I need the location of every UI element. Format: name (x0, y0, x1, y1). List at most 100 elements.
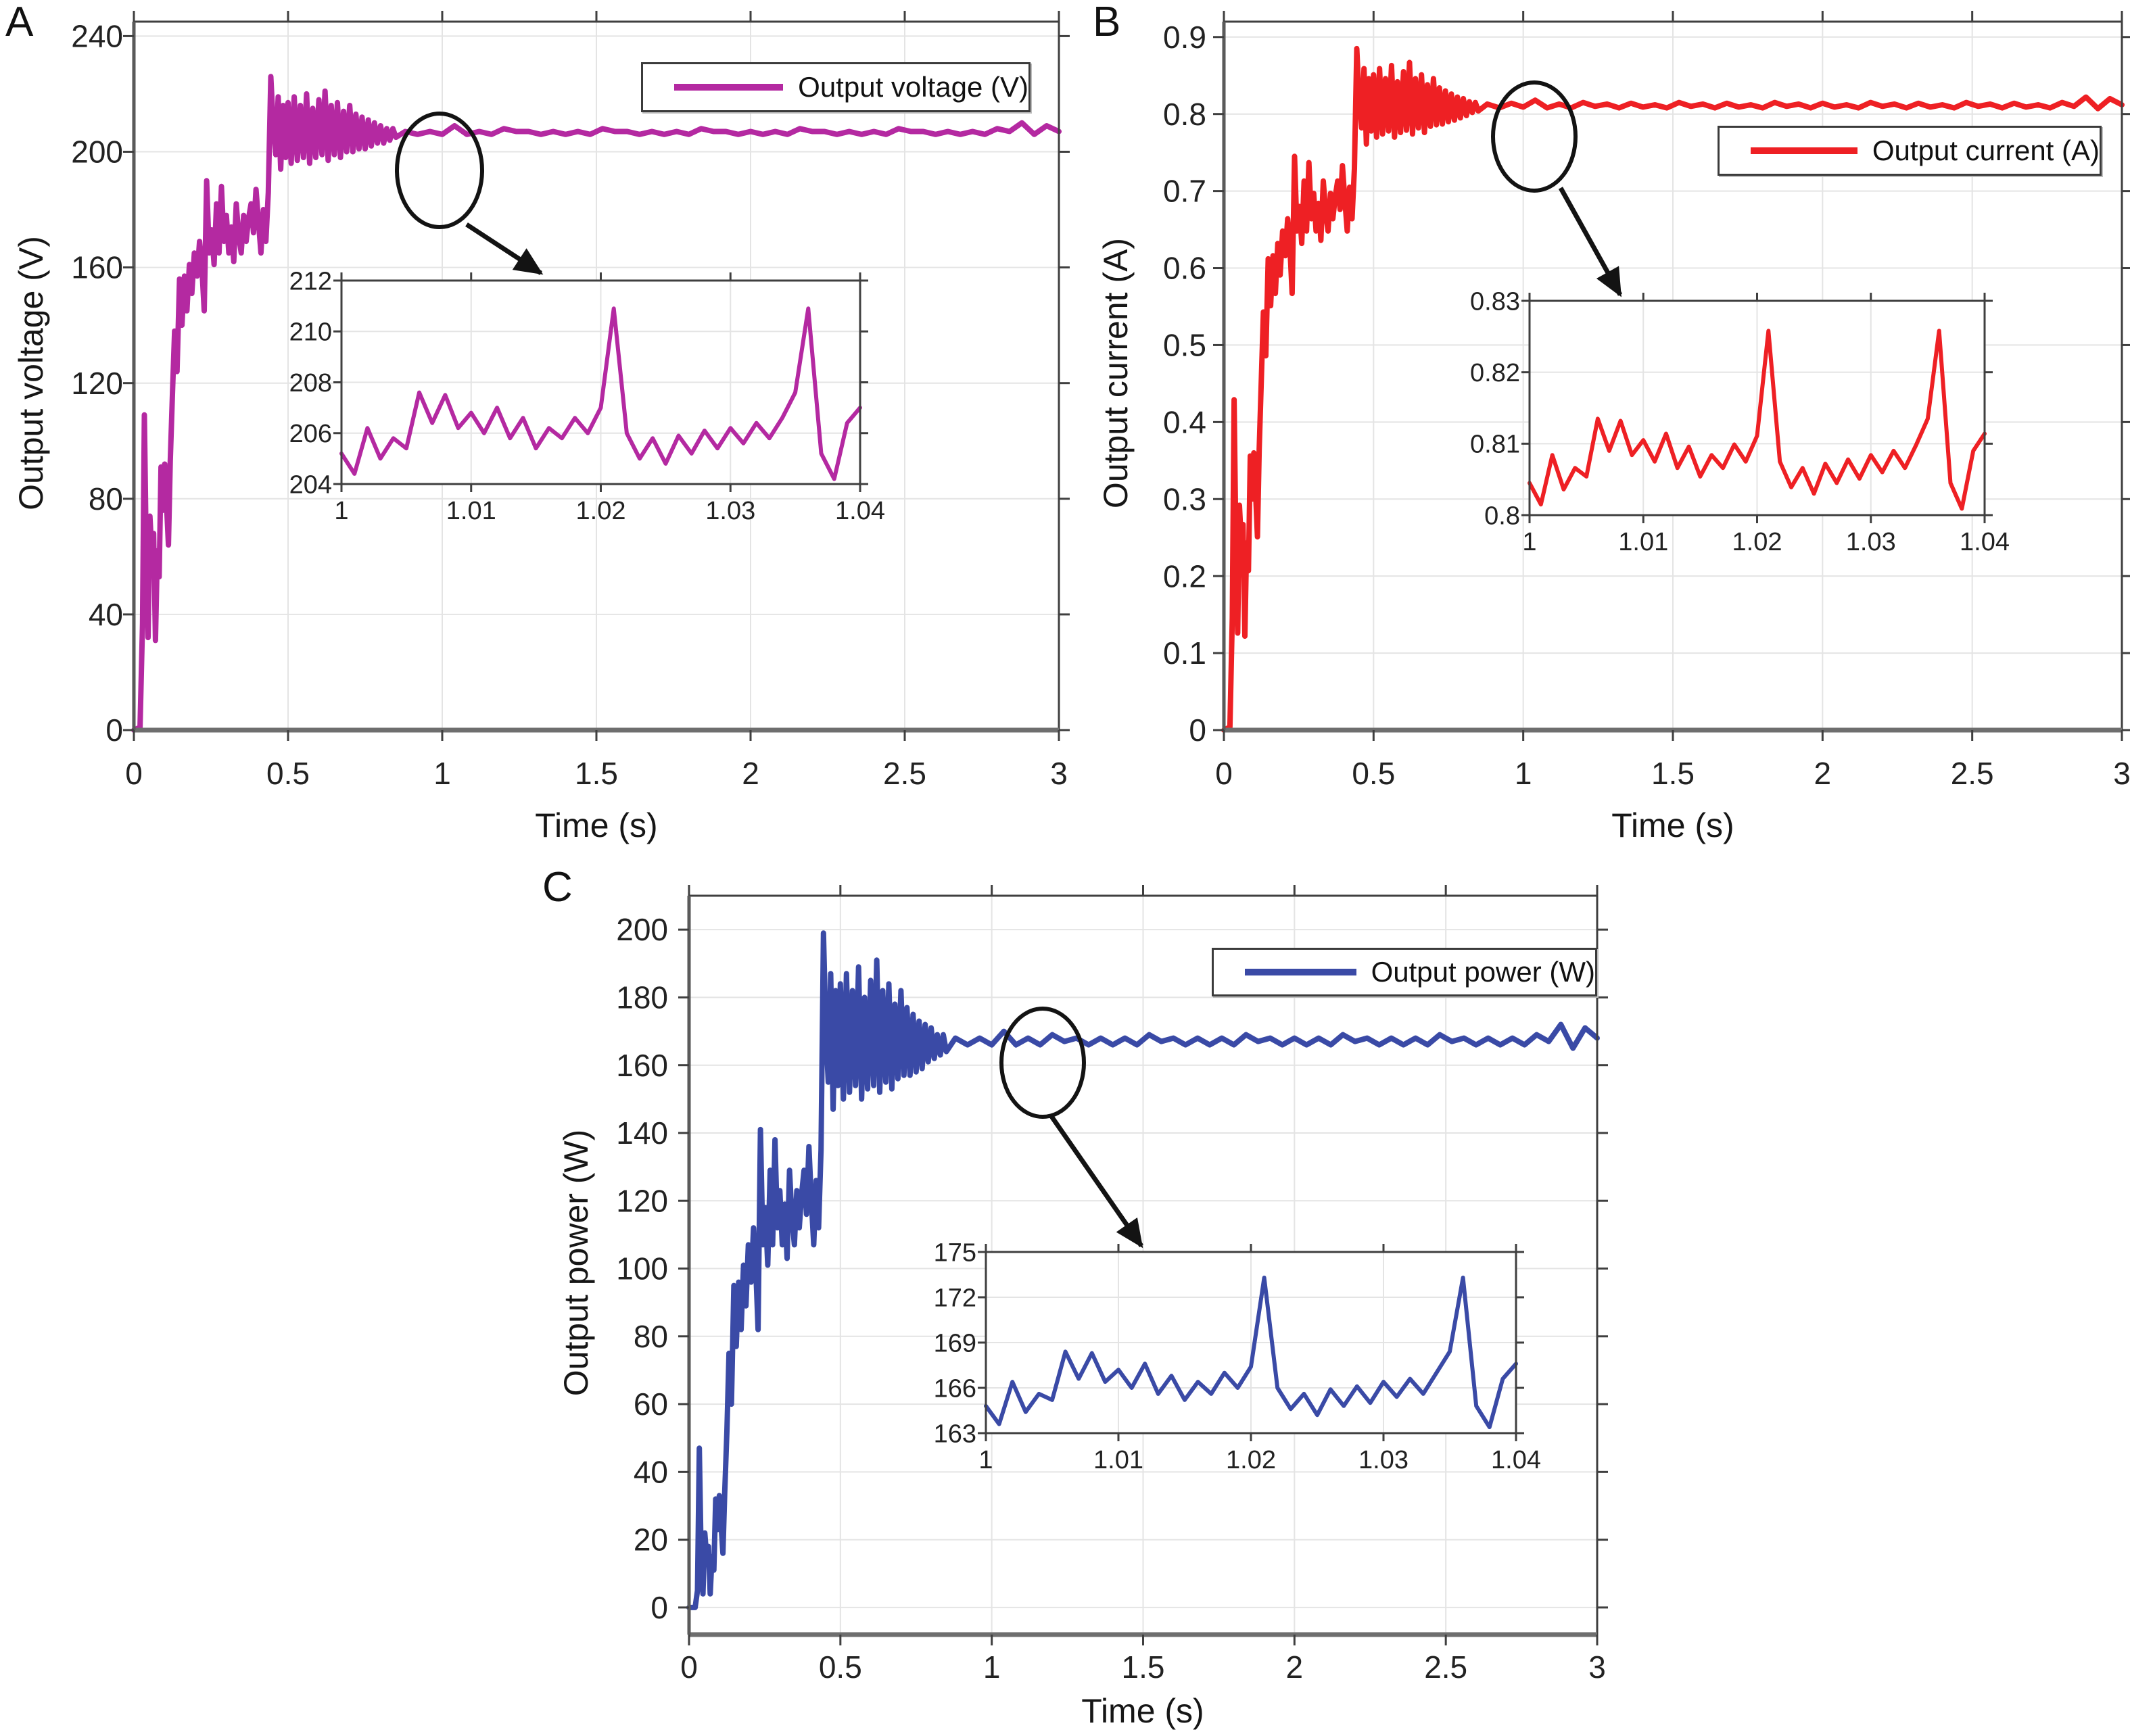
axis-ticks (333, 272, 868, 492)
y-tick-label: 0 (650, 1590, 668, 1625)
y-tick-label: 0.83 (1470, 287, 1520, 316)
x-axis-label-time-b: Time (s) (1611, 806, 1734, 844)
x-tick-label: 1.04 (1491, 1446, 1541, 1474)
x-tick-label: 1.01 (1093, 1446, 1143, 1474)
y-tick-label: 163 (934, 1420, 976, 1448)
y-tick-labels: 0 40 80 120 160 200 240 (71, 18, 123, 748)
x-tick-label: 1.01 (446, 497, 496, 525)
zoom-inset-b: 1 1.01 1.02 1.03 1.04 0.8 0.81 0.82 0.83 (1470, 287, 2010, 556)
y-axis-label-power: Output power (W) (557, 1129, 595, 1397)
y-tick-label: 0 (1189, 713, 1206, 748)
x-tick-label: 1.02 (576, 497, 626, 525)
x-tick-label: 1.01 (1618, 528, 1668, 556)
zoom-arrow-b (1558, 187, 1623, 297)
zoom-arrow-c (1049, 1114, 1143, 1249)
x-tick-label: 1.03 (1358, 1446, 1409, 1474)
x-axis-label-time-a: Time (s) (535, 806, 658, 844)
legend-text-power: Output power (W) (1371, 956, 1595, 988)
x-tick-label: 1.03 (1846, 528, 1896, 556)
y-tick-label: 204 (289, 471, 332, 499)
output-power-w--curve (686, 930, 1600, 1610)
y-tick-label: 160 (616, 1048, 668, 1083)
y-tick-label: 206 (289, 420, 332, 448)
y-tick-label: 0.5 (1163, 328, 1206, 363)
legend-output-power: Output power (W) (1212, 948, 1597, 996)
y-tick-labels: 0.8 0.81 0.82 0.83 (1470, 287, 1520, 530)
x-tick-label: 1.02 (1732, 528, 1782, 556)
x-tick-label: 2 (1286, 1649, 1304, 1685)
x-tick-label: 3 (2113, 756, 2130, 791)
inset-curve (984, 1276, 1518, 1430)
axis-ticks (1213, 11, 2130, 741)
y-tick-label: 80 (89, 481, 123, 516)
panel-c: 0 0.5 1 1.5 2 2.5 3 0 20 40 60 80 100 120 140 160 180 200… (616, 885, 1608, 1685)
y-tick-label: 212 (289, 267, 332, 295)
legend-line-sample-current (1751, 147, 1857, 154)
legend-line-sample-power (1245, 969, 1356, 975)
x-tick-label: 1.02 (1226, 1446, 1276, 1474)
x-tick-label: 2 (1814, 756, 1832, 791)
zoom-arrow-a (465, 222, 544, 275)
y-axis-label-voltage: Output voltage (V) (12, 236, 50, 510)
legend-output-voltage: Output voltage (V) (641, 62, 1031, 112)
y-tick-label: 80 (634, 1319, 668, 1354)
x-tick-label: 2.5 (1951, 756, 1994, 791)
panel-label-a: A (5, 0, 34, 45)
x-tick-label: 2 (742, 756, 759, 791)
y-tick-labels: 0 0.1 0.2 0.3 0.4 0.5 0.6 0.7 0.8 0.9 (1163, 20, 1206, 748)
y-tick-label: 0.2 (1163, 558, 1206, 594)
y-tick-label: 40 (89, 597, 123, 632)
legend-text-voltage: Output voltage (V) (798, 71, 1028, 103)
x-tick-label: 3 (1050, 756, 1068, 791)
y-tick-label: 100 (616, 1251, 668, 1286)
axis-ticks (123, 11, 1070, 741)
y-tick-label: 180 (616, 980, 668, 1015)
y-tick-label: 0.81 (1470, 431, 1520, 459)
y-tick-label: 0.8 (1163, 97, 1206, 132)
zoom-inset-c: 1 1.01 1.02 1.03 1.04 163 166 169 172 175 (934, 1238, 1541, 1474)
x-tick-label: 1.5 (1122, 1649, 1165, 1685)
legend-line-sample-voltage (674, 84, 784, 91)
inset-curve (1528, 329, 1987, 511)
x-tick-label: 0.5 (1352, 756, 1395, 791)
x-tick-label: 3 (1588, 1649, 1606, 1685)
x-tick-label: 1 (1522, 528, 1536, 556)
y-tick-labels: 163 166 169 172 175 (934, 1238, 976, 1448)
y-tick-label: 0 (105, 713, 123, 748)
y-tick-label: 40 (634, 1454, 668, 1489)
x-tick-label: 1.5 (575, 756, 618, 791)
x-tick-label: 2.5 (883, 756, 926, 791)
x-tick-label: 0 (680, 1649, 698, 1685)
y-tick-label: 166 (934, 1374, 976, 1403)
zoom-inset-a: 1 1.01 1.02 1.03 1.04 204 206 208 210 212 (289, 267, 885, 525)
x-tick-label: 1.5 (1651, 756, 1695, 791)
y-tick-label: 200 (616, 912, 668, 947)
zoom-circle-c (999, 1007, 1086, 1119)
output-voltage-v--curve (131, 74, 1062, 733)
y-axis-label-current: Output current (A) (1097, 237, 1135, 509)
x-tick-labels: 1 1.01 1.02 1.03 1.04 (334, 497, 885, 525)
y-tick-label: 0.8 (1484, 502, 1520, 530)
y-tick-label: 175 (934, 1238, 976, 1267)
y-tick-label: 0.9 (1163, 20, 1206, 55)
y-tick-label: 0.3 (1163, 481, 1206, 516)
panel-label-c: C (542, 864, 573, 911)
y-tick-label: 20 (634, 1522, 668, 1558)
x-tick-label: 1 (978, 1446, 993, 1474)
y-tick-label: 60 (634, 1387, 668, 1422)
y-tick-label: 172 (934, 1284, 976, 1312)
zoom-circle-b (1491, 80, 1578, 193)
x-tick-labels: 0 0.5 1 1.5 2 2.5 3 (1215, 756, 2130, 791)
legend-text-current: Output current (A) (1872, 135, 2100, 166)
x-tick-labels: 0 0.5 1 1.5 2 2.5 3 (680, 1649, 1606, 1685)
y-tick-label: 140 (616, 1115, 668, 1151)
y-tick-label: 0.7 (1163, 174, 1206, 209)
y-tick-label: 120 (616, 1183, 668, 1218)
x-tick-labels: 0 0.5 1 1.5 2 2.5 3 (125, 756, 1068, 791)
y-tick-label: 120 (71, 366, 123, 401)
y-tick-label: 208 (289, 369, 332, 397)
x-tick-label: 0 (1215, 756, 1233, 791)
y-tick-label: 169 (934, 1329, 976, 1357)
